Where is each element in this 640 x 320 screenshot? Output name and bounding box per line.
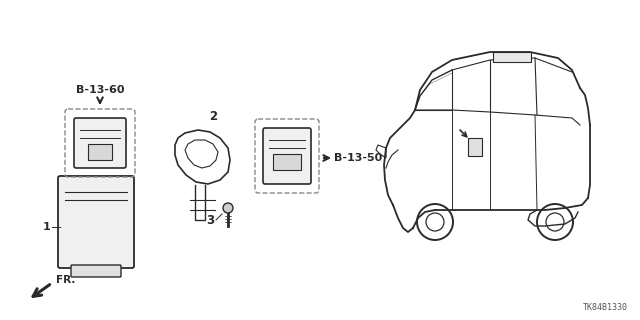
Text: TK84B1330: TK84B1330 (583, 303, 628, 312)
Circle shape (223, 203, 233, 213)
FancyBboxPatch shape (58, 176, 134, 268)
Text: 1: 1 (42, 222, 50, 232)
Text: B-13-50: B-13-50 (334, 153, 382, 163)
Bar (273, 154, 301, 170)
Text: B-13-60: B-13-60 (76, 85, 124, 95)
Text: 2: 2 (209, 110, 217, 123)
FancyBboxPatch shape (74, 118, 126, 168)
Text: 3: 3 (206, 213, 214, 227)
Bar (468, 138, 482, 156)
Bar (493, 52, 531, 62)
Text: FR.: FR. (56, 275, 76, 285)
FancyBboxPatch shape (263, 128, 311, 184)
FancyBboxPatch shape (71, 265, 121, 277)
Bar (88, 144, 112, 160)
